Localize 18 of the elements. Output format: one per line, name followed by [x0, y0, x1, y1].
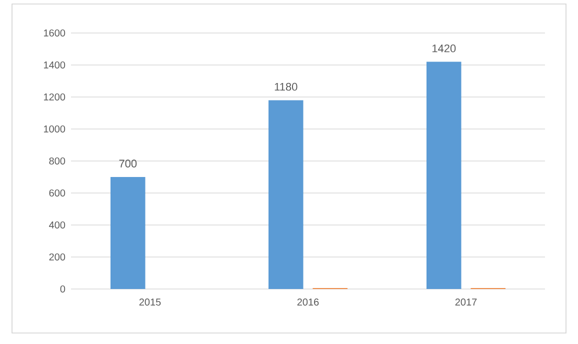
y-tick-label: 200 [49, 253, 66, 261]
y-tick-label: 1200 [44, 93, 66, 101]
bar [268, 100, 304, 289]
y-tick-label: 800 [49, 157, 66, 165]
data-label: 1180 [274, 82, 298, 91]
y-tick-label: 1400 [44, 61, 66, 69]
y-tick-label: 600 [49, 189, 66, 197]
y-tick-label: 1000 [44, 125, 66, 133]
x-tick-label: 2015 [139, 298, 161, 306]
x-tick-label: 2017 [455, 298, 477, 306]
y-tick-label: 1600 [44, 29, 66, 37]
x-tick-label: 2016 [297, 298, 319, 306]
data-label: 1420 [432, 44, 456, 52]
data-label: 700 [119, 160, 137, 168]
bar [110, 176, 146, 289]
bar [426, 62, 462, 289]
y-tick-label: 400 [49, 221, 66, 229]
y-tick-label: 0 [60, 285, 66, 293]
